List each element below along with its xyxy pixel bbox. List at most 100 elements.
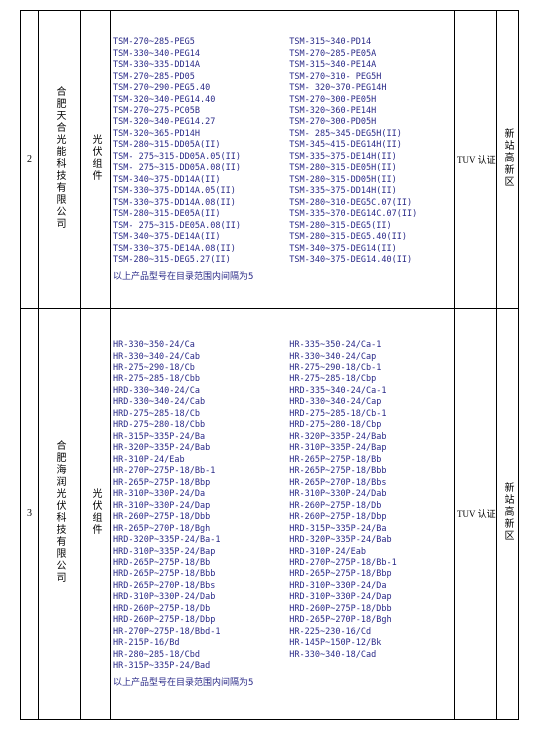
model-number: TSM-270~300-PD05H <box>289 117 452 128</box>
model-number: TSM-280~315-DE05H(II) <box>289 163 452 174</box>
model-number: TSM-330~375-DE14A.08(II) <box>113 244 289 255</box>
model-number: HR-330~340-24/Cab <box>113 352 289 363</box>
model-number: HR-265P~275P-18/Bbb <box>289 466 452 477</box>
model-number: HR-310P~335P-24/Bap <box>289 443 452 454</box>
model-number: HR-270P~275P-18/Bb-1 <box>113 466 289 477</box>
model-number: HRD-320P~335P-24/Bab <box>289 535 452 546</box>
type-label: 光伏组件 <box>88 488 103 536</box>
model-number: HRD-275~285-18/Cb <box>113 409 289 420</box>
model-number: TSM-320~340-PEG14.27 <box>113 117 289 128</box>
model-number: HR-260P~275P-18/Dbb <box>113 512 289 523</box>
table-row: 3 合肥海润光伏科技有限公司 光伏组件 HR-330~350-24/CaHR-3… <box>21 308 519 719</box>
model-number: HRD-330~340-24/Ca <box>113 386 289 397</box>
model-number: HRD-310P~330P-24/Da <box>289 581 452 592</box>
model-number: HR-265P~275P-18/Bbp <box>113 478 289 489</box>
model-number: TSM-280~315-DEG5(II) <box>289 221 452 232</box>
models-left-col: HR-330~350-24/CaHR-330~340-24/CabHR-275~… <box>113 340 289 673</box>
model-number: HR-315P~335P-24/Ba <box>113 432 289 443</box>
model-number: HRD-330~340-24/Cab <box>113 397 289 408</box>
models-right-col: TSM-315~340-PD14TSM-270~285-PE05ATSM-315… <box>289 37 452 266</box>
model-number: HRD-275~280-18/Cbp <box>289 420 452 431</box>
company-label: 合肥天合光能科技有限公司 <box>52 86 67 230</box>
area-label: 新站高新区 <box>500 128 515 188</box>
model-number: HR-260P~275P-18/Db <box>289 501 452 512</box>
model-number: HRD-310P~335P-24/Bap <box>113 547 289 558</box>
model-number: HRD-270P~275P-18/Bb-1 <box>289 558 452 569</box>
company-name: 合肥海润光伏科技有限公司 <box>39 308 81 719</box>
model-number: TSM-280~315-DE05A(II) <box>113 209 289 220</box>
certification: TUV 认证 <box>455 11 497 309</box>
model-number: HR-320P~335P-24/Bab <box>113 443 289 454</box>
model-number: TSM-315~340-PD14 <box>289 37 452 48</box>
area: 新站高新区 <box>497 308 519 719</box>
model-number: HRD-265P~275P-18/Bb <box>113 558 289 569</box>
model-number: TSM- 275~315-DD05A.05(II) <box>113 152 289 163</box>
model-number: TSM-320~360-PE14H <box>289 106 452 117</box>
model-number: HR-335~350-24/Ca-1 <box>289 340 452 351</box>
model-number: TSM-270~310- PEG5H <box>289 72 452 83</box>
model-number: TSM-335~375-DE14H(II) <box>289 152 452 163</box>
model-number: TSM- 275~315-DD05A.08(II) <box>113 163 289 174</box>
row-index: 2 <box>21 11 39 309</box>
table-row: 2 合肥天合光能科技有限公司 光伏组件 TSM-270~285-PEG5TSM-… <box>21 11 519 309</box>
model-number: HR-310P~330P-24/Dab <box>289 489 452 500</box>
model-number: TSM-345~415-DEG14H(II) <box>289 140 452 151</box>
model-number: HR-275~290-18/Cb <box>113 363 289 374</box>
model-number: HR-265P~275P-18/Bb <box>289 455 452 466</box>
model-number: TSM-320~365-PD14H <box>113 129 289 140</box>
product-type: 光伏组件 <box>81 308 111 719</box>
model-number: TSM-330~375-DD14A.05(II) <box>113 186 289 197</box>
model-number: TSM-280~310-DEG5C.07(II) <box>289 198 452 209</box>
model-number: HR-265P~270P-18/Bgh <box>113 524 289 535</box>
model-number: HR-275~285-18/Cbb <box>113 374 289 385</box>
model-number: HR-275~290-18/Cb-1 <box>289 363 452 374</box>
model-number: TSM-280~315-DEG5.40(II) <box>289 232 452 243</box>
models-right-col: HR-335~350-24/Ca-1HR-330~340-24/CapHR-27… <box>289 340 452 673</box>
model-number: TSM- 275~315-DE05A.08(II) <box>113 221 289 232</box>
model-number: HR-310P~330P-24/Dap <box>113 501 289 512</box>
model-number: HRD-260P~275P-18/Db <box>113 604 289 615</box>
catalog-table: 2 合肥天合光能科技有限公司 光伏组件 TSM-270~285-PEG5TSM-… <box>20 10 519 720</box>
model-number: TSM-330~375-DD14A.08(II) <box>113 198 289 209</box>
model-number: HR-330~340-18/Cad <box>289 650 452 661</box>
model-number: HRD-310P~330P-24/Dab <box>113 592 289 603</box>
model-number: TSM-315~340-PE14A <box>289 60 452 71</box>
model-number: TSM-320~340-PEG14.40 <box>113 95 289 106</box>
model-number: TSM-270~300-PE05H <box>289 95 452 106</box>
model-list-cell: TSM-270~285-PEG5TSM-330~340-PEG14TSM-330… <box>111 11 455 309</box>
model-number: TSM-340~375-DE14A(II) <box>113 232 289 243</box>
model-number: TSM- 320~370-PEG14H <box>289 83 452 94</box>
model-number: HR-320P~335P-24/Bab <box>289 432 452 443</box>
model-number: HRD-320P~335P-24/Ba-1 <box>113 535 289 546</box>
certification: TUV 认证 <box>455 308 497 719</box>
model-number: TSM- 285~345-DEG5H(II) <box>289 129 452 140</box>
model-number: TSM-335~370-DEG14C.07(II) <box>289 209 452 220</box>
model-number: TSM-335~375-DD14H(II) <box>289 186 452 197</box>
area: 新站高新区 <box>497 11 519 309</box>
model-number: HRD-265P~275P-18/Bbp <box>289 569 452 580</box>
model-number: TSM-270~290-PEG5.40 <box>113 83 289 94</box>
model-number: HR-280~285-18/Cbd <box>113 650 289 661</box>
type-label: 光伏组件 <box>88 134 103 182</box>
model-number: TSM-330~340-PEG14 <box>113 49 289 60</box>
model-number: HR-260P~275P-18/Dbp <box>289 512 452 523</box>
model-number: HRD-335~340-24/Ca-1 <box>289 386 452 397</box>
model-number: HRD-275~285-18/Cb-1 <box>289 409 452 420</box>
row-index: 3 <box>21 308 39 719</box>
model-number: TSM-330~335-DD14A <box>113 60 289 71</box>
model-number: HRD-260P~275P-18/Dbp <box>113 615 289 626</box>
model-number: HRD-275~280-18/Cbb <box>113 420 289 431</box>
model-number: TSM-270~285-PE05A <box>289 49 452 60</box>
row-note: 以上产品型号在目录范围内间隔为5 <box>113 675 452 688</box>
model-number: HR-315P~335P-24/Bad <box>113 661 289 672</box>
model-number: TSM-340~375-DEG14.40(II) <box>289 255 452 266</box>
model-number: HRD-315P~335P-24/Ba <box>289 524 452 535</box>
model-number: HRD-310P-24/Eab <box>289 547 452 558</box>
model-number: TSM-270~275-PC05B <box>113 106 289 117</box>
model-number: HR-215P-16/Bd <box>113 638 289 649</box>
models-left-col: TSM-270~285-PEG5TSM-330~340-PEG14TSM-330… <box>113 37 289 266</box>
model-number: TSM-280~315-DEG5.27(II) <box>113 255 289 266</box>
model-list-cell: HR-330~350-24/CaHR-330~340-24/CabHR-275~… <box>111 308 455 719</box>
product-type: 光伏组件 <box>81 11 111 309</box>
model-number: HR-270P~275P-18/Bbd-1 <box>113 627 289 638</box>
